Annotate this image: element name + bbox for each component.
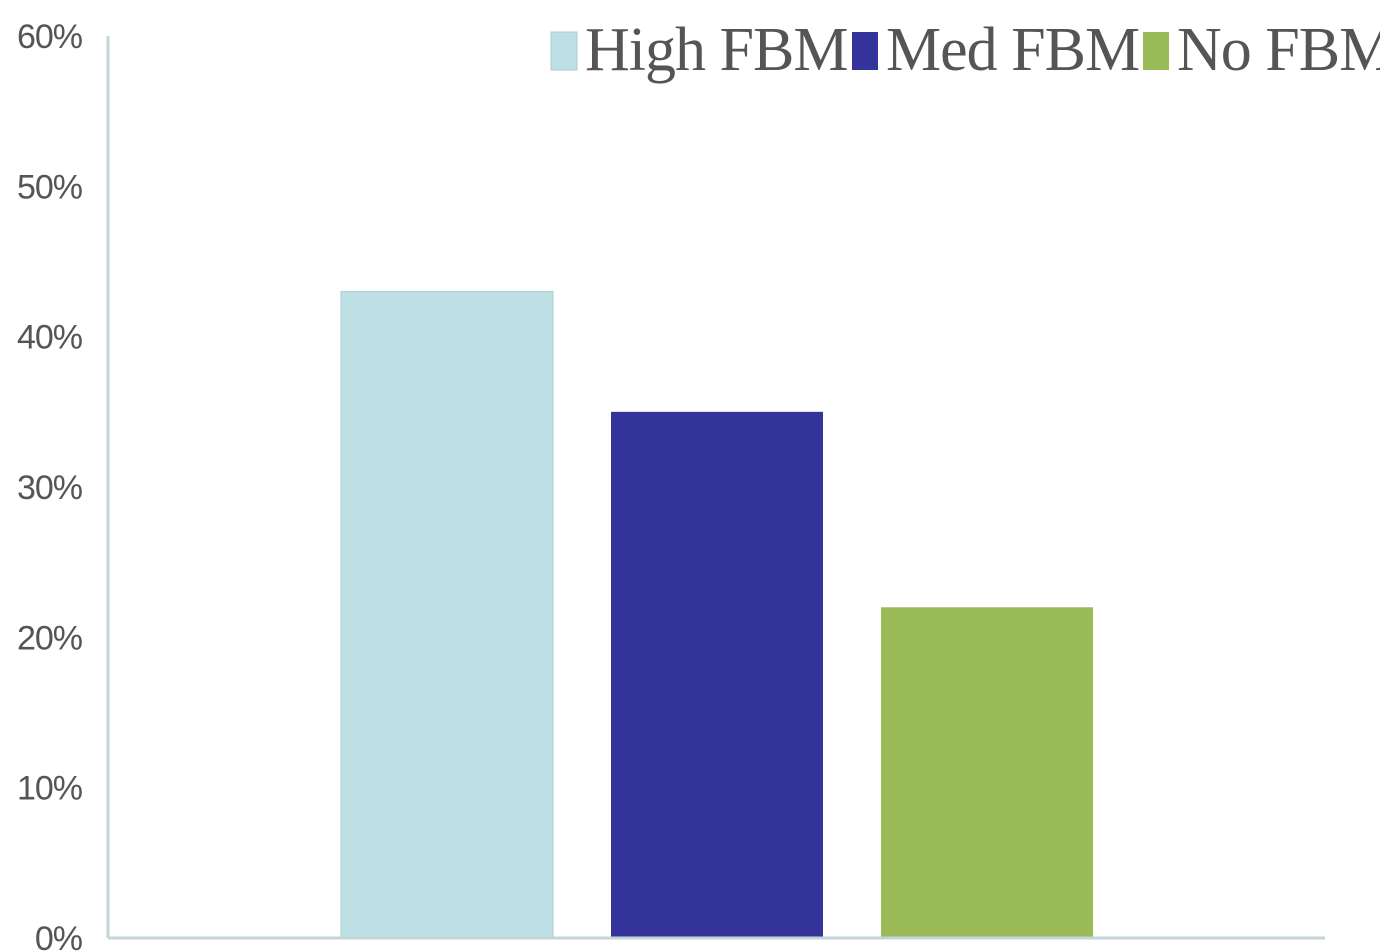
y-tick-label: 40% bbox=[17, 319, 83, 357]
legend-swatch-high-fbm bbox=[550, 31, 578, 71]
y-tick-label: 0% bbox=[35, 920, 83, 951]
legend: High FBM Med FBM No FBM bbox=[550, 16, 1380, 84]
legend-swatch-no-fbm bbox=[1143, 32, 1169, 70]
y-tick-label: 30% bbox=[17, 469, 83, 507]
y-tick-label: 50% bbox=[17, 168, 83, 206]
y-tick-label: 60% bbox=[17, 18, 83, 56]
legend-label: No FBM bbox=[1177, 16, 1380, 84]
bar-no-fbm bbox=[881, 607, 1093, 938]
y-tick-label: 20% bbox=[17, 619, 83, 657]
legend-swatch-med-fbm bbox=[852, 32, 878, 70]
bar-med-fbm bbox=[611, 411, 823, 938]
y-tick-label: 10% bbox=[17, 770, 83, 808]
legend-label: Med FBM bbox=[886, 16, 1139, 84]
y-axis-ticks: 0% 10% 20% 30% 40% 50% 60% bbox=[17, 18, 84, 951]
bar-high-fbm bbox=[340, 291, 554, 939]
bars bbox=[340, 291, 1093, 939]
legend-label: High FBM bbox=[585, 16, 847, 84]
